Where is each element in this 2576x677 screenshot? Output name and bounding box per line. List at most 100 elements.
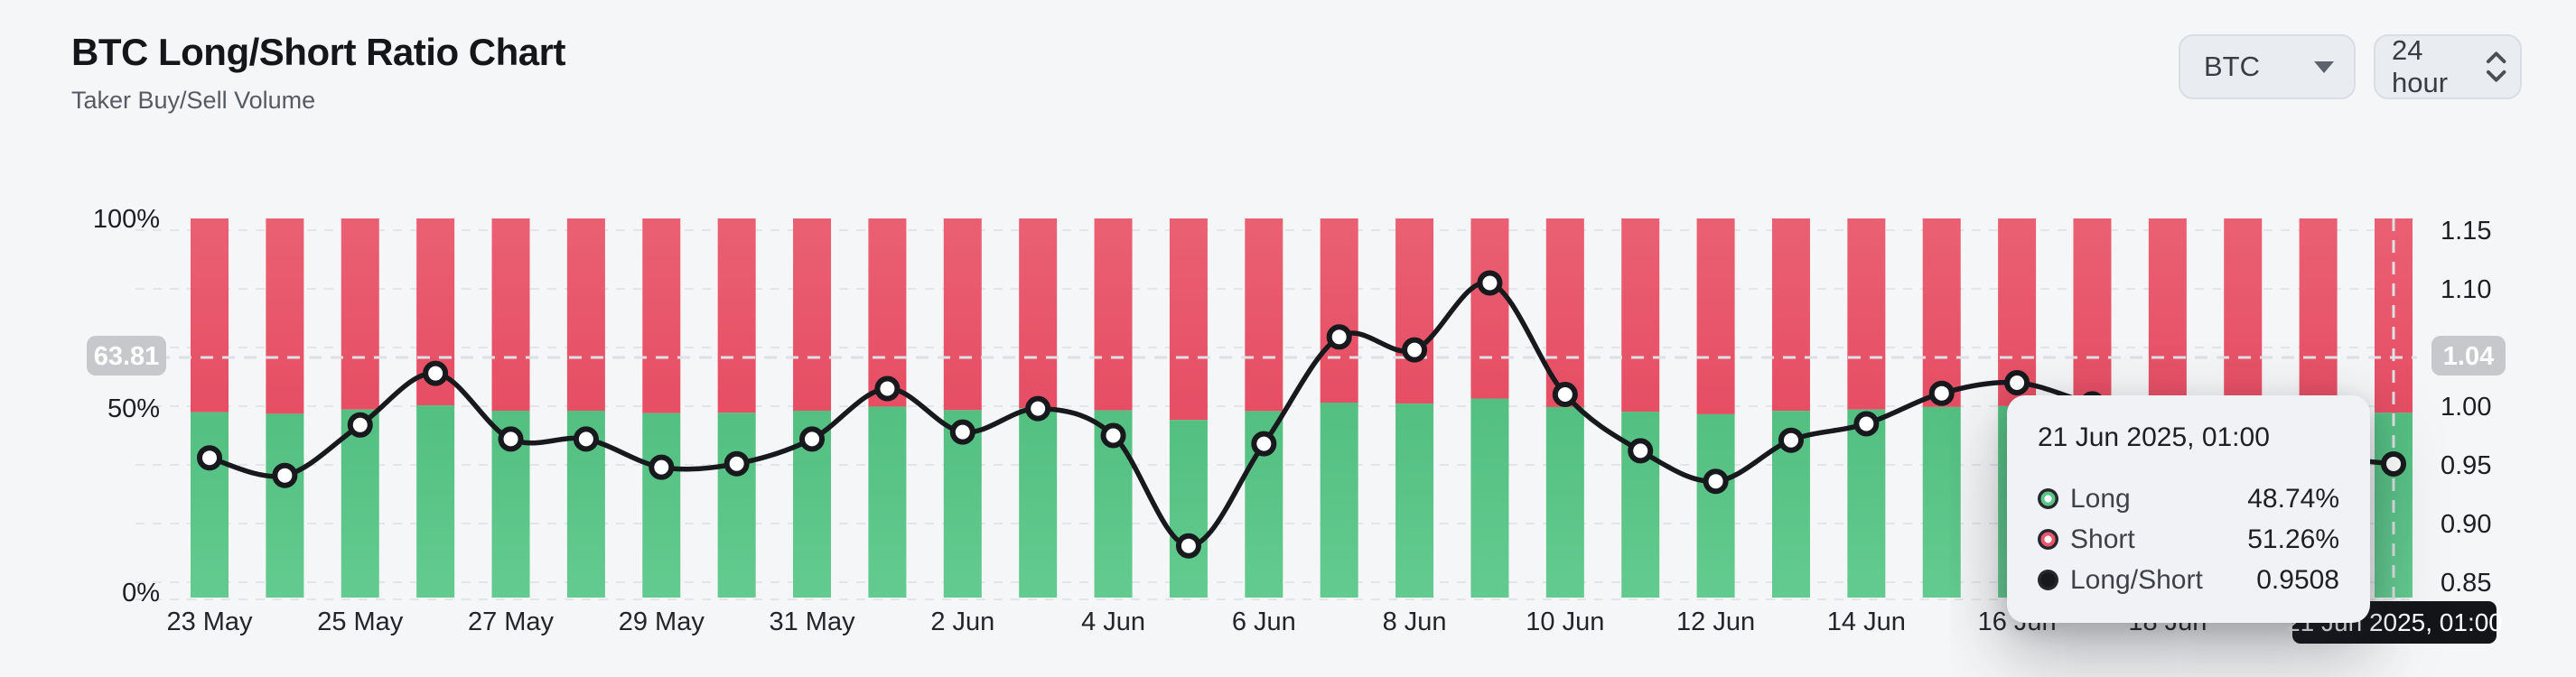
right-axis-tick: 0.95 [2441,451,2491,480]
bar-short-20[interactable] [1696,218,1735,414]
bar-long-9[interactable] [868,406,907,598]
ratio-marker-15[interactable] [1326,324,1352,350]
bar-short-28[interactable] [2299,218,2338,413]
bar-short-4[interactable] [491,218,530,411]
bar-short-5[interactable] [566,218,605,411]
bar-short-19[interactable] [1621,218,1660,413]
ratio-marker-6[interactable] [649,454,675,480]
tooltip-row-long: Long 48.74% [2038,478,2339,519]
bar-long-17[interactable] [1470,398,1509,598]
right-axis-tick: 1.15 [2441,217,2491,246]
ratio-marker-5[interactable] [573,426,599,452]
ratio-marker-29[interactable] [2381,450,2406,477]
bar-short-6[interactable] [642,218,681,413]
bar-short-13[interactable] [1169,218,1208,421]
chart-tooltip: 21 Jun 2025, 01:00 Long 48.74% Short 51.… [2007,395,2370,623]
left-axis-crosshair-value: 63.81 [94,342,160,371]
bar-long-3[interactable] [416,405,455,598]
left-axis-tick: 50% [107,394,160,423]
ratio-marker-2[interactable] [347,412,373,438]
bar-short-15[interactable] [1320,218,1358,403]
long-dot-icon [2038,488,2058,509]
tooltip-long-label: Long [2070,483,2131,514]
bar-long-0[interactable] [191,412,229,598]
bar-short-23[interactable] [1922,218,1961,407]
bar-short-10[interactable] [943,218,982,411]
bar-long-7[interactable] [717,413,756,598]
bar-long-22[interactable] [1847,409,1886,598]
bar-long-11[interactable] [1019,408,1058,598]
tooltip-ratio-value: 0.9508 [2256,564,2339,595]
right-axis-tick: 0.90 [2441,510,2491,539]
bar-short-22[interactable] [1847,218,1886,410]
tooltip-row-ratio: Long/Short 0.9508 [2038,560,2339,600]
ratio-marker-11[interactable] [1025,395,1051,422]
left-axis-tick: 0% [122,579,160,607]
bar-short-2[interactable] [341,218,379,410]
symbol-select[interactable]: BTC [2179,34,2356,99]
ratio-marker-3[interactable] [423,360,449,386]
bar-short-8[interactable] [793,218,832,411]
tooltip-short-value: 51.26% [2247,524,2339,554]
x-axis-tick: 27 May [468,607,555,636]
left-axis-tick: 100% [93,205,160,234]
ratio-marker-13[interactable] [1175,533,1201,559]
ratio-marker-4[interactable] [498,426,524,452]
ratio-marker-17[interactable] [1477,270,1503,296]
bar-long-15[interactable] [1320,402,1358,598]
ratio-marker-9[interactable] [874,376,901,402]
tooltip-date: 21 Jun 2025, 01:00 [2038,422,2270,452]
ratio-marker-20[interactable] [1703,468,1729,495]
bar-short-16[interactable] [1395,218,1434,404]
bar-long-6[interactable] [642,413,681,598]
x-axis-tick: 12 Jun [1676,607,1755,636]
right-axis-tick: 1.00 [2441,393,2491,422]
ratio-marker-8[interactable] [799,426,826,452]
tooltip-long-value: 48.74% [2247,483,2339,514]
interval-select-value: 24 hour [2392,34,2449,98]
ratio-marker-10[interactable] [949,419,975,445]
ratio-marker-16[interactable] [1402,337,1428,363]
bar-short-21[interactable] [1771,218,1810,412]
bar-short-14[interactable] [1245,218,1283,412]
ratio-marker-14[interactable] [1251,431,1277,457]
bar-short-1[interactable] [266,218,304,414]
x-axis-tick: 29 May [619,607,705,636]
ratio-marker-23[interactable] [1928,380,1955,406]
ratio-marker-21[interactable] [1778,427,1804,453]
bar-short-11[interactable] [1019,218,1058,409]
short-dot-icon [2038,529,2058,550]
right-axis-tick: 0.85 [2441,569,2491,598]
x-axis-tick: 4 Jun [1081,607,1145,636]
left-axis-crosshair-badge [87,336,166,376]
bar-long-2[interactable] [341,409,379,598]
bar-long-20[interactable] [1696,413,1735,598]
ratio-marker-18[interactable] [1552,382,1578,407]
bar-long-18[interactable] [1545,406,1584,598]
ratio-marker-12[interactable] [1100,422,1126,449]
interval-select[interactable]: 24 hour [2374,34,2522,99]
ratio-marker-24[interactable] [2004,370,2030,395]
ratio-marker-19[interactable] [1628,438,1654,464]
chevron-down-icon [2314,60,2334,73]
ratio-marker-0[interactable] [197,445,222,471]
ratio-marker-7[interactable] [723,450,750,477]
bar-long-13[interactable] [1169,420,1208,598]
bar-short-12[interactable] [1094,218,1133,411]
x-axis-tick: 2 Jun [930,607,994,636]
bar-long-23[interactable] [1922,406,1961,598]
bar-short-17[interactable] [1470,218,1509,399]
bar-short-9[interactable] [868,218,907,407]
bar-short-0[interactable] [191,218,229,413]
ratio-marker-22[interactable] [1853,411,1880,437]
bar-long-1[interactable] [266,413,304,598]
bar-long-16[interactable] [1395,403,1434,598]
x-axis-tick: 31 May [769,607,855,636]
page-subtitle: Taker Buy/Sell Volume [71,87,316,114]
bar-short-25[interactable] [2073,218,2112,408]
ratio-marker-1[interactable] [272,462,298,488]
bar-short-26[interactable] [2148,218,2187,410]
bar-short-27[interactable] [2224,218,2263,411]
bar-short-7[interactable] [717,218,756,413]
